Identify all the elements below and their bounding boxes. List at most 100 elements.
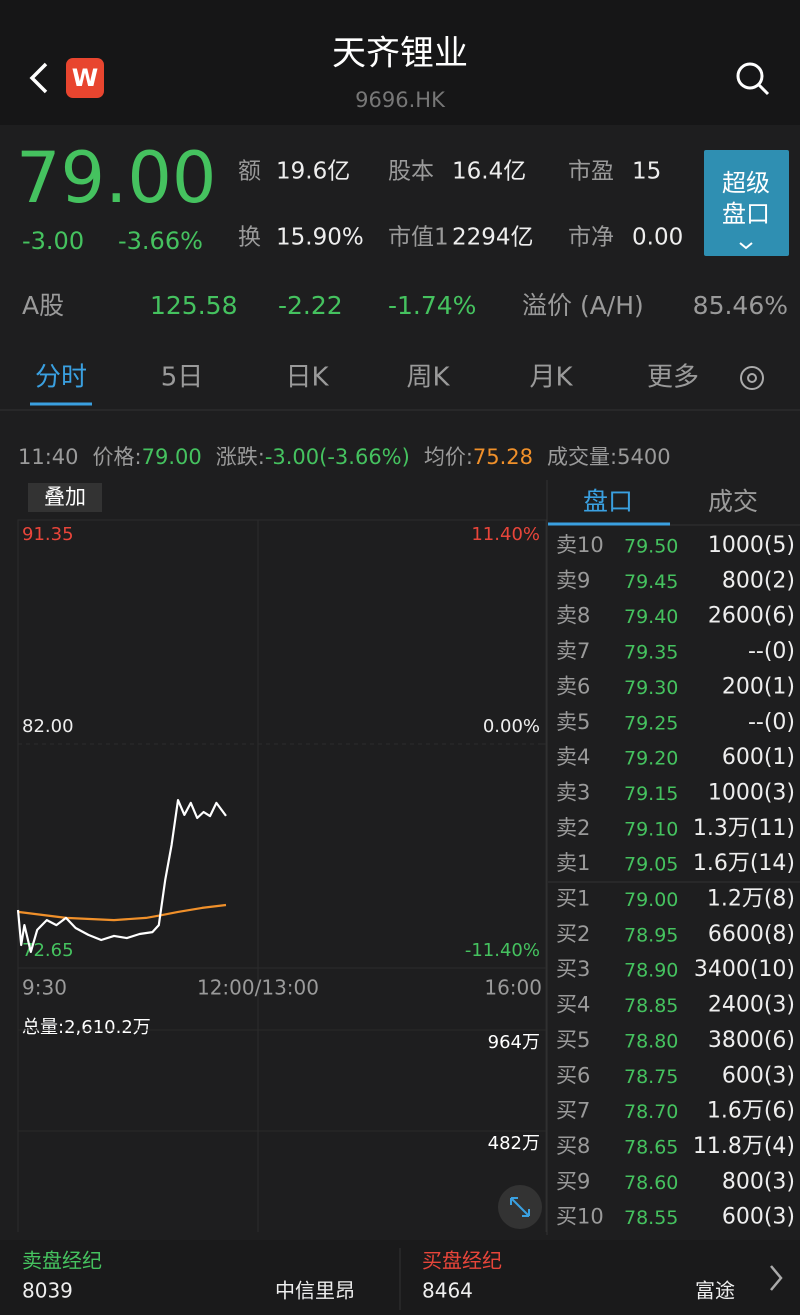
stat-value: 0.00: [632, 225, 683, 251]
a-share-label: A股: [22, 291, 64, 320]
order-level: 卖2: [556, 816, 590, 840]
price-change: -3.00: [22, 227, 84, 255]
order-volume: --(0): [748, 639, 795, 664]
order-volume: 600(3): [722, 1063, 795, 1088]
header-bar: [0, 0, 800, 125]
info-item: 75.28: [473, 445, 533, 469]
order-volume: 1.3万(11): [693, 816, 795, 841]
info-item: 11:40: [18, 445, 79, 469]
info-item: 5400: [617, 445, 670, 469]
order-volume: 6600(8): [708, 922, 795, 947]
stat-value: 2294亿: [452, 225, 534, 251]
stat-value: 19.6亿: [276, 159, 350, 185]
broker-more[interactable]: [770, 1265, 783, 1291]
info-item: 涨跌:: [216, 445, 265, 469]
super-panel-button[interactable]: [704, 150, 789, 256]
y2-tick-label: -11.40%: [465, 940, 540, 961]
back-button[interactable]: [29, 62, 48, 94]
order-volume: 11.8万(4): [693, 1134, 795, 1159]
order-price: 78.80: [624, 1030, 678, 1052]
order-level: 卖9: [556, 568, 590, 592]
order-price: 79.25: [624, 712, 678, 734]
a-share-change: -2.22: [278, 291, 343, 320]
tab[interactable]: 月K: [529, 363, 573, 393]
tab[interactable]: 日K: [285, 363, 329, 393]
a-share-change-pct: -1.74%: [388, 291, 476, 320]
order-level: 卖6: [556, 674, 590, 698]
order-volume: 1.2万(8): [707, 887, 795, 912]
order-price: 79.35: [624, 642, 678, 664]
broker-name: 中信里昂: [275, 1279, 355, 1303]
y-tick-label: 82.00: [22, 716, 74, 737]
chevron: [739, 242, 753, 250]
order-book-tab[interactable]: 成交: [708, 487, 758, 516]
settings-icon-core: [747, 373, 757, 383]
info-item: 价格:: [93, 445, 142, 469]
button-label: 超级: [722, 169, 770, 197]
order-volume: 1000(3): [708, 780, 795, 805]
order-price: 78.55: [624, 1207, 678, 1229]
order-volume: 600(1): [722, 745, 795, 770]
order-book-tab[interactable]: 盘口: [583, 487, 633, 516]
order-volume: 600(3): [722, 1205, 795, 1230]
tab[interactable]: 更多: [647, 363, 699, 393]
order-volume: 3800(6): [708, 1028, 795, 1053]
app-icon-glyph: W: [72, 64, 98, 92]
info-line: 11:40 价格:79.00 涨跌:-3.00(-3.66%) 均价:75.28 成交量…: [18, 445, 671, 469]
x-tick-label: 12:00/13:00: [197, 976, 319, 1000]
order-volume: 200(1): [722, 674, 795, 699]
order-volume: 1.6万(6): [707, 1099, 795, 1124]
y2-tick-label: 0.00%: [483, 716, 540, 737]
broker-title: 卖盘经纪: [22, 1249, 102, 1273]
order-price: 79.15: [624, 783, 678, 805]
order-volume: 2600(6): [708, 604, 795, 629]
order-price: 78.85: [624, 995, 678, 1017]
order-volume: 2400(3): [708, 993, 795, 1018]
stat-label: 股本: [388, 159, 434, 185]
order-level: 卖7: [556, 639, 590, 663]
app-icon[interactable]: [66, 58, 104, 98]
broker-code: 8464: [422, 1279, 473, 1303]
order-price: 78.70: [624, 1101, 678, 1123]
order-volume: --(0): [748, 710, 795, 735]
order-price: 79.50: [624, 536, 678, 558]
tab[interactable]: 5日: [161, 363, 204, 393]
order-price: 78.95: [624, 924, 678, 946]
overlay-button[interactable]: [28, 483, 102, 512]
stat-value: 15: [632, 159, 661, 185]
broker-code: 8039: [22, 1279, 73, 1303]
stat-label: 市净: [568, 225, 614, 251]
settings-icon[interactable]: [740, 366, 764, 390]
order-price: 78.75: [624, 1066, 678, 1088]
y-tick-label: 72.65: [22, 940, 74, 961]
volume-tick-label: 482万: [488, 1133, 540, 1154]
info-item: 成交量:: [547, 445, 617, 469]
order-price: 78.65: [624, 1136, 678, 1158]
tab[interactable]: 分时: [35, 363, 87, 393]
order-price: 79.10: [624, 818, 678, 840]
premium-label: 溢价 (A/H): [522, 291, 644, 320]
stat-value: 15.90%: [276, 225, 364, 251]
button-label: 盘口: [722, 200, 770, 228]
order-level: 买2: [556, 922, 590, 946]
info-item: 79.00: [142, 445, 202, 469]
order-price: 79.05: [624, 854, 678, 876]
x-tick-label: 16:00: [484, 976, 542, 1000]
search-icon[interactable]: [736, 62, 764, 90]
stat-label: 换: [238, 225, 261, 251]
order-level: 买10: [556, 1205, 604, 1229]
order-price: 78.60: [624, 1172, 678, 1194]
order-level: 卖1: [556, 851, 590, 875]
info-item: -3.00(-3.66%): [265, 445, 410, 469]
search-icon-handle: [757, 83, 770, 96]
premium-value: 85.46%: [693, 291, 788, 320]
order-level: 卖3: [556, 780, 590, 804]
order-level: 买3: [556, 957, 590, 981]
order-volume: 800(3): [722, 1169, 795, 1194]
order-volume: 1000(5): [708, 533, 795, 558]
average-line: [17, 903, 227, 922]
tab[interactable]: 周K: [406, 363, 450, 393]
stat-label: 额: [238, 159, 261, 185]
